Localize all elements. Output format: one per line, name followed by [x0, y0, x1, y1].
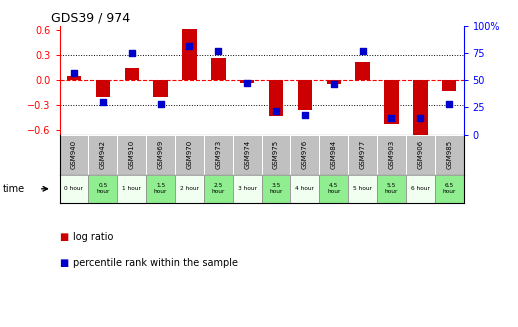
Point [387, 116, 396, 121]
Text: GSM974: GSM974 [244, 140, 250, 169]
Bar [175, 135, 204, 175]
Bar [298, 80, 312, 110]
Bar [89, 175, 117, 203]
Point [185, 43, 194, 48]
Text: GSM973: GSM973 [215, 140, 221, 169]
Point [156, 102, 165, 107]
Bar [67, 76, 81, 80]
Text: ■: ■ [60, 258, 69, 268]
Bar [89, 135, 117, 175]
Text: GDS39 / 974: GDS39 / 974 [51, 12, 131, 25]
Point [127, 51, 136, 56]
Bar [60, 135, 89, 175]
Bar [291, 175, 319, 203]
Bar [291, 135, 319, 175]
Bar [117, 135, 146, 175]
Bar [269, 80, 283, 116]
Bar [377, 135, 406, 175]
Text: ■: ■ [60, 232, 69, 242]
Bar [60, 175, 89, 203]
Text: 6.5
hour: 6.5 hour [442, 183, 456, 194]
Text: GSM910: GSM910 [128, 140, 135, 169]
Bar [348, 175, 377, 203]
Bar [413, 80, 427, 136]
Bar [435, 135, 464, 175]
Bar [182, 29, 197, 80]
Text: GSM985: GSM985 [446, 140, 452, 169]
Bar [435, 175, 464, 203]
Text: GSM976: GSM976 [302, 140, 308, 169]
Point [99, 99, 107, 105]
Point [329, 81, 338, 86]
Point [358, 48, 367, 54]
Text: 0.5
hour: 0.5 hour [96, 183, 109, 194]
Bar [406, 175, 435, 203]
Bar [175, 175, 204, 203]
Bar [377, 175, 406, 203]
Bar [233, 135, 262, 175]
Text: 3.5
hour: 3.5 hour [269, 183, 283, 194]
Bar [233, 175, 262, 203]
Text: GSM942: GSM942 [100, 140, 106, 169]
Text: 2.5
hour: 2.5 hour [212, 183, 225, 194]
Text: 0 hour: 0 hour [65, 186, 83, 191]
Text: 6 hour: 6 hour [411, 186, 430, 191]
Bar [355, 62, 370, 80]
Bar [96, 80, 110, 97]
Bar [384, 80, 399, 124]
Bar [406, 135, 435, 175]
Text: GSM940: GSM940 [71, 140, 77, 169]
Point [214, 48, 222, 54]
Bar [262, 175, 291, 203]
Bar [348, 135, 377, 175]
Text: GSM903: GSM903 [388, 140, 395, 169]
Text: 3 hour: 3 hour [238, 186, 256, 191]
Text: percentile rank within the sample: percentile rank within the sample [73, 258, 238, 268]
Text: 1.5
hour: 1.5 hour [154, 183, 167, 194]
Text: 4.5
hour: 4.5 hour [327, 183, 340, 194]
Text: time: time [3, 184, 25, 194]
Bar [211, 58, 225, 80]
Bar [319, 135, 348, 175]
Text: GSM984: GSM984 [330, 140, 337, 169]
Bar [117, 175, 146, 203]
Text: 4 hour: 4 hour [295, 186, 314, 191]
Point [243, 80, 251, 85]
Bar [146, 135, 175, 175]
Bar [326, 80, 341, 84]
Bar [262, 135, 291, 175]
Text: 5.5
hour: 5.5 hour [385, 183, 398, 194]
Text: GSM977: GSM977 [359, 140, 366, 169]
Text: GSM970: GSM970 [186, 140, 193, 169]
Text: GSM975: GSM975 [273, 140, 279, 169]
Bar [240, 80, 254, 83]
Bar [204, 135, 233, 175]
Text: GSM969: GSM969 [157, 140, 164, 169]
Point [301, 112, 309, 118]
Text: 1 hour: 1 hour [122, 186, 141, 191]
Bar [124, 68, 139, 80]
Text: 5 hour: 5 hour [353, 186, 372, 191]
Point [416, 116, 424, 121]
Text: log ratio: log ratio [73, 232, 113, 242]
Point [70, 70, 78, 76]
Point [272, 108, 280, 113]
Bar [146, 175, 175, 203]
Text: 2 hour: 2 hour [180, 186, 199, 191]
Bar [204, 175, 233, 203]
Bar [153, 80, 168, 97]
Text: GSM906: GSM906 [418, 140, 423, 169]
Bar [319, 175, 348, 203]
Point [445, 102, 453, 107]
Bar [442, 80, 456, 91]
